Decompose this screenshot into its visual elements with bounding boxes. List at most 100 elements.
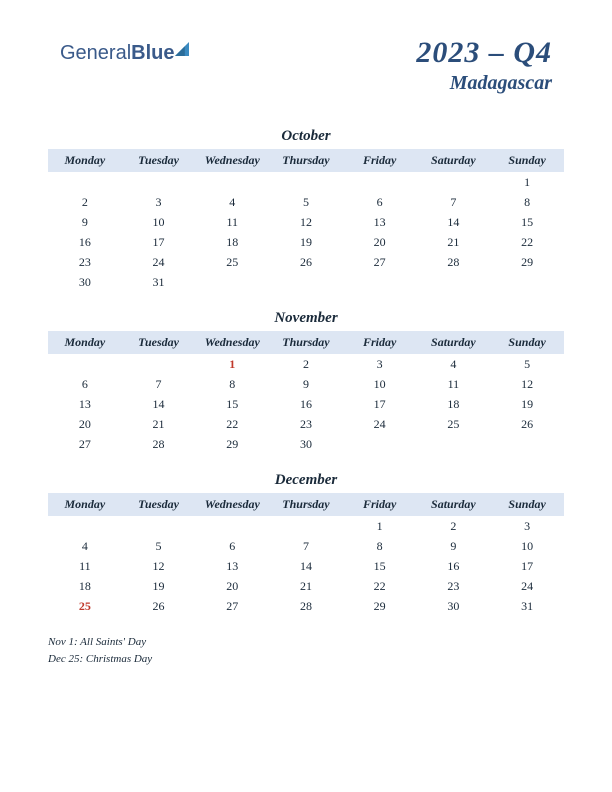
day-cell	[48, 354, 122, 374]
day-cell: 10	[343, 374, 417, 394]
day-cell: 14	[122, 394, 196, 414]
day-header: Friday	[343, 149, 417, 172]
day-cell	[343, 434, 417, 454]
day-header: Saturday	[417, 149, 491, 172]
day-cell: 15	[343, 556, 417, 576]
table-row: 45678910	[48, 536, 564, 556]
holiday-note: Dec 25: Christmas Day	[48, 651, 564, 668]
day-cell: 2	[269, 354, 343, 374]
day-cell: 27	[48, 434, 122, 454]
day-cell: 31	[122, 272, 196, 292]
day-cell: 30	[417, 596, 491, 616]
day-cell: 22	[490, 232, 564, 252]
day-cell	[343, 272, 417, 292]
day-cell: 31	[490, 596, 564, 616]
day-cell: 26	[122, 596, 196, 616]
day-header: Friday	[343, 493, 417, 516]
day-cell	[269, 516, 343, 536]
day-header: Monday	[48, 493, 122, 516]
day-cell: 18	[48, 576, 122, 596]
day-header: Wednesday	[195, 331, 269, 354]
day-cell: 13	[343, 212, 417, 232]
header: 2023 – Q4 Madagascar	[416, 36, 552, 95]
day-cell	[417, 172, 491, 192]
table-row: 3031	[48, 272, 564, 292]
day-cell: 5	[490, 354, 564, 374]
day-cell: 25	[195, 252, 269, 272]
day-cell: 28	[122, 434, 196, 454]
day-cell	[490, 434, 564, 454]
day-cell: 13	[195, 556, 269, 576]
day-cell: 1	[195, 354, 269, 374]
logo-text-1: General	[60, 42, 131, 65]
day-cell: 4	[417, 354, 491, 374]
day-cell	[343, 172, 417, 192]
day-header: Thursday	[269, 149, 343, 172]
day-cell: 10	[490, 536, 564, 556]
page-title: 2023 – Q4	[416, 36, 552, 70]
day-cell: 2	[417, 516, 491, 536]
day-cell	[417, 272, 491, 292]
day-cell: 20	[343, 232, 417, 252]
day-cell: 16	[269, 394, 343, 414]
table-row: 13141516171819	[48, 394, 564, 414]
day-cell: 17	[122, 232, 196, 252]
day-cell: 5	[122, 536, 196, 556]
day-cell: 20	[48, 414, 122, 434]
day-cell: 17	[343, 394, 417, 414]
table-row: 16171819202122	[48, 232, 564, 252]
day-cell: 22	[343, 576, 417, 596]
day-cell: 21	[417, 232, 491, 252]
day-header: Wednesday	[195, 149, 269, 172]
day-cell: 23	[417, 576, 491, 596]
month-title: November	[48, 310, 564, 327]
day-header: Tuesday	[122, 493, 196, 516]
day-cell: 16	[48, 232, 122, 252]
day-cell	[269, 172, 343, 192]
holiday-note: Nov 1: All Saints' Day	[48, 634, 564, 651]
day-cell: 21	[269, 576, 343, 596]
day-cell: 28	[417, 252, 491, 272]
day-cell: 11	[195, 212, 269, 232]
day-cell: 4	[48, 536, 122, 556]
day-cell: 25	[417, 414, 491, 434]
day-cell: 29	[490, 252, 564, 272]
table-row: 23242526272829	[48, 252, 564, 272]
day-cell: 28	[269, 596, 343, 616]
table-row: 12345	[48, 354, 564, 374]
table-row: 1	[48, 172, 564, 192]
day-cell: 29	[343, 596, 417, 616]
day-cell	[195, 516, 269, 536]
day-header: Friday	[343, 331, 417, 354]
day-cell: 24	[490, 576, 564, 596]
day-cell: 15	[195, 394, 269, 414]
day-cell: 30	[269, 434, 343, 454]
table-row: 11121314151617	[48, 556, 564, 576]
day-cell: 7	[122, 374, 196, 394]
country-label: Madagascar	[416, 72, 552, 95]
day-cell: 26	[490, 414, 564, 434]
day-cell: 22	[195, 414, 269, 434]
day-cell: 6	[343, 192, 417, 212]
day-header: Sunday	[490, 493, 564, 516]
logo: GeneralBlue	[60, 42, 189, 65]
table-row: 18192021222324	[48, 576, 564, 596]
day-cell	[122, 354, 196, 374]
month-block: November MondayTuesdayWednesdayThursdayFr…	[48, 310, 564, 454]
day-cell: 9	[269, 374, 343, 394]
day-cell: 12	[122, 556, 196, 576]
day-cell: 19	[122, 576, 196, 596]
day-cell: 29	[195, 434, 269, 454]
calendar-table: MondayTuesdayWednesdayThursdayFridaySatu…	[48, 331, 564, 454]
months-container: OctoberMondayTuesdayWednesdayThursdayFri…	[48, 128, 564, 616]
day-cell	[269, 272, 343, 292]
day-cell	[48, 172, 122, 192]
day-cell: 24	[343, 414, 417, 434]
day-cell: 13	[48, 394, 122, 414]
day-cell: 21	[122, 414, 196, 434]
day-cell	[490, 272, 564, 292]
day-cell	[48, 516, 122, 536]
day-cell: 17	[490, 556, 564, 576]
day-cell	[122, 516, 196, 536]
day-cell: 3	[490, 516, 564, 536]
